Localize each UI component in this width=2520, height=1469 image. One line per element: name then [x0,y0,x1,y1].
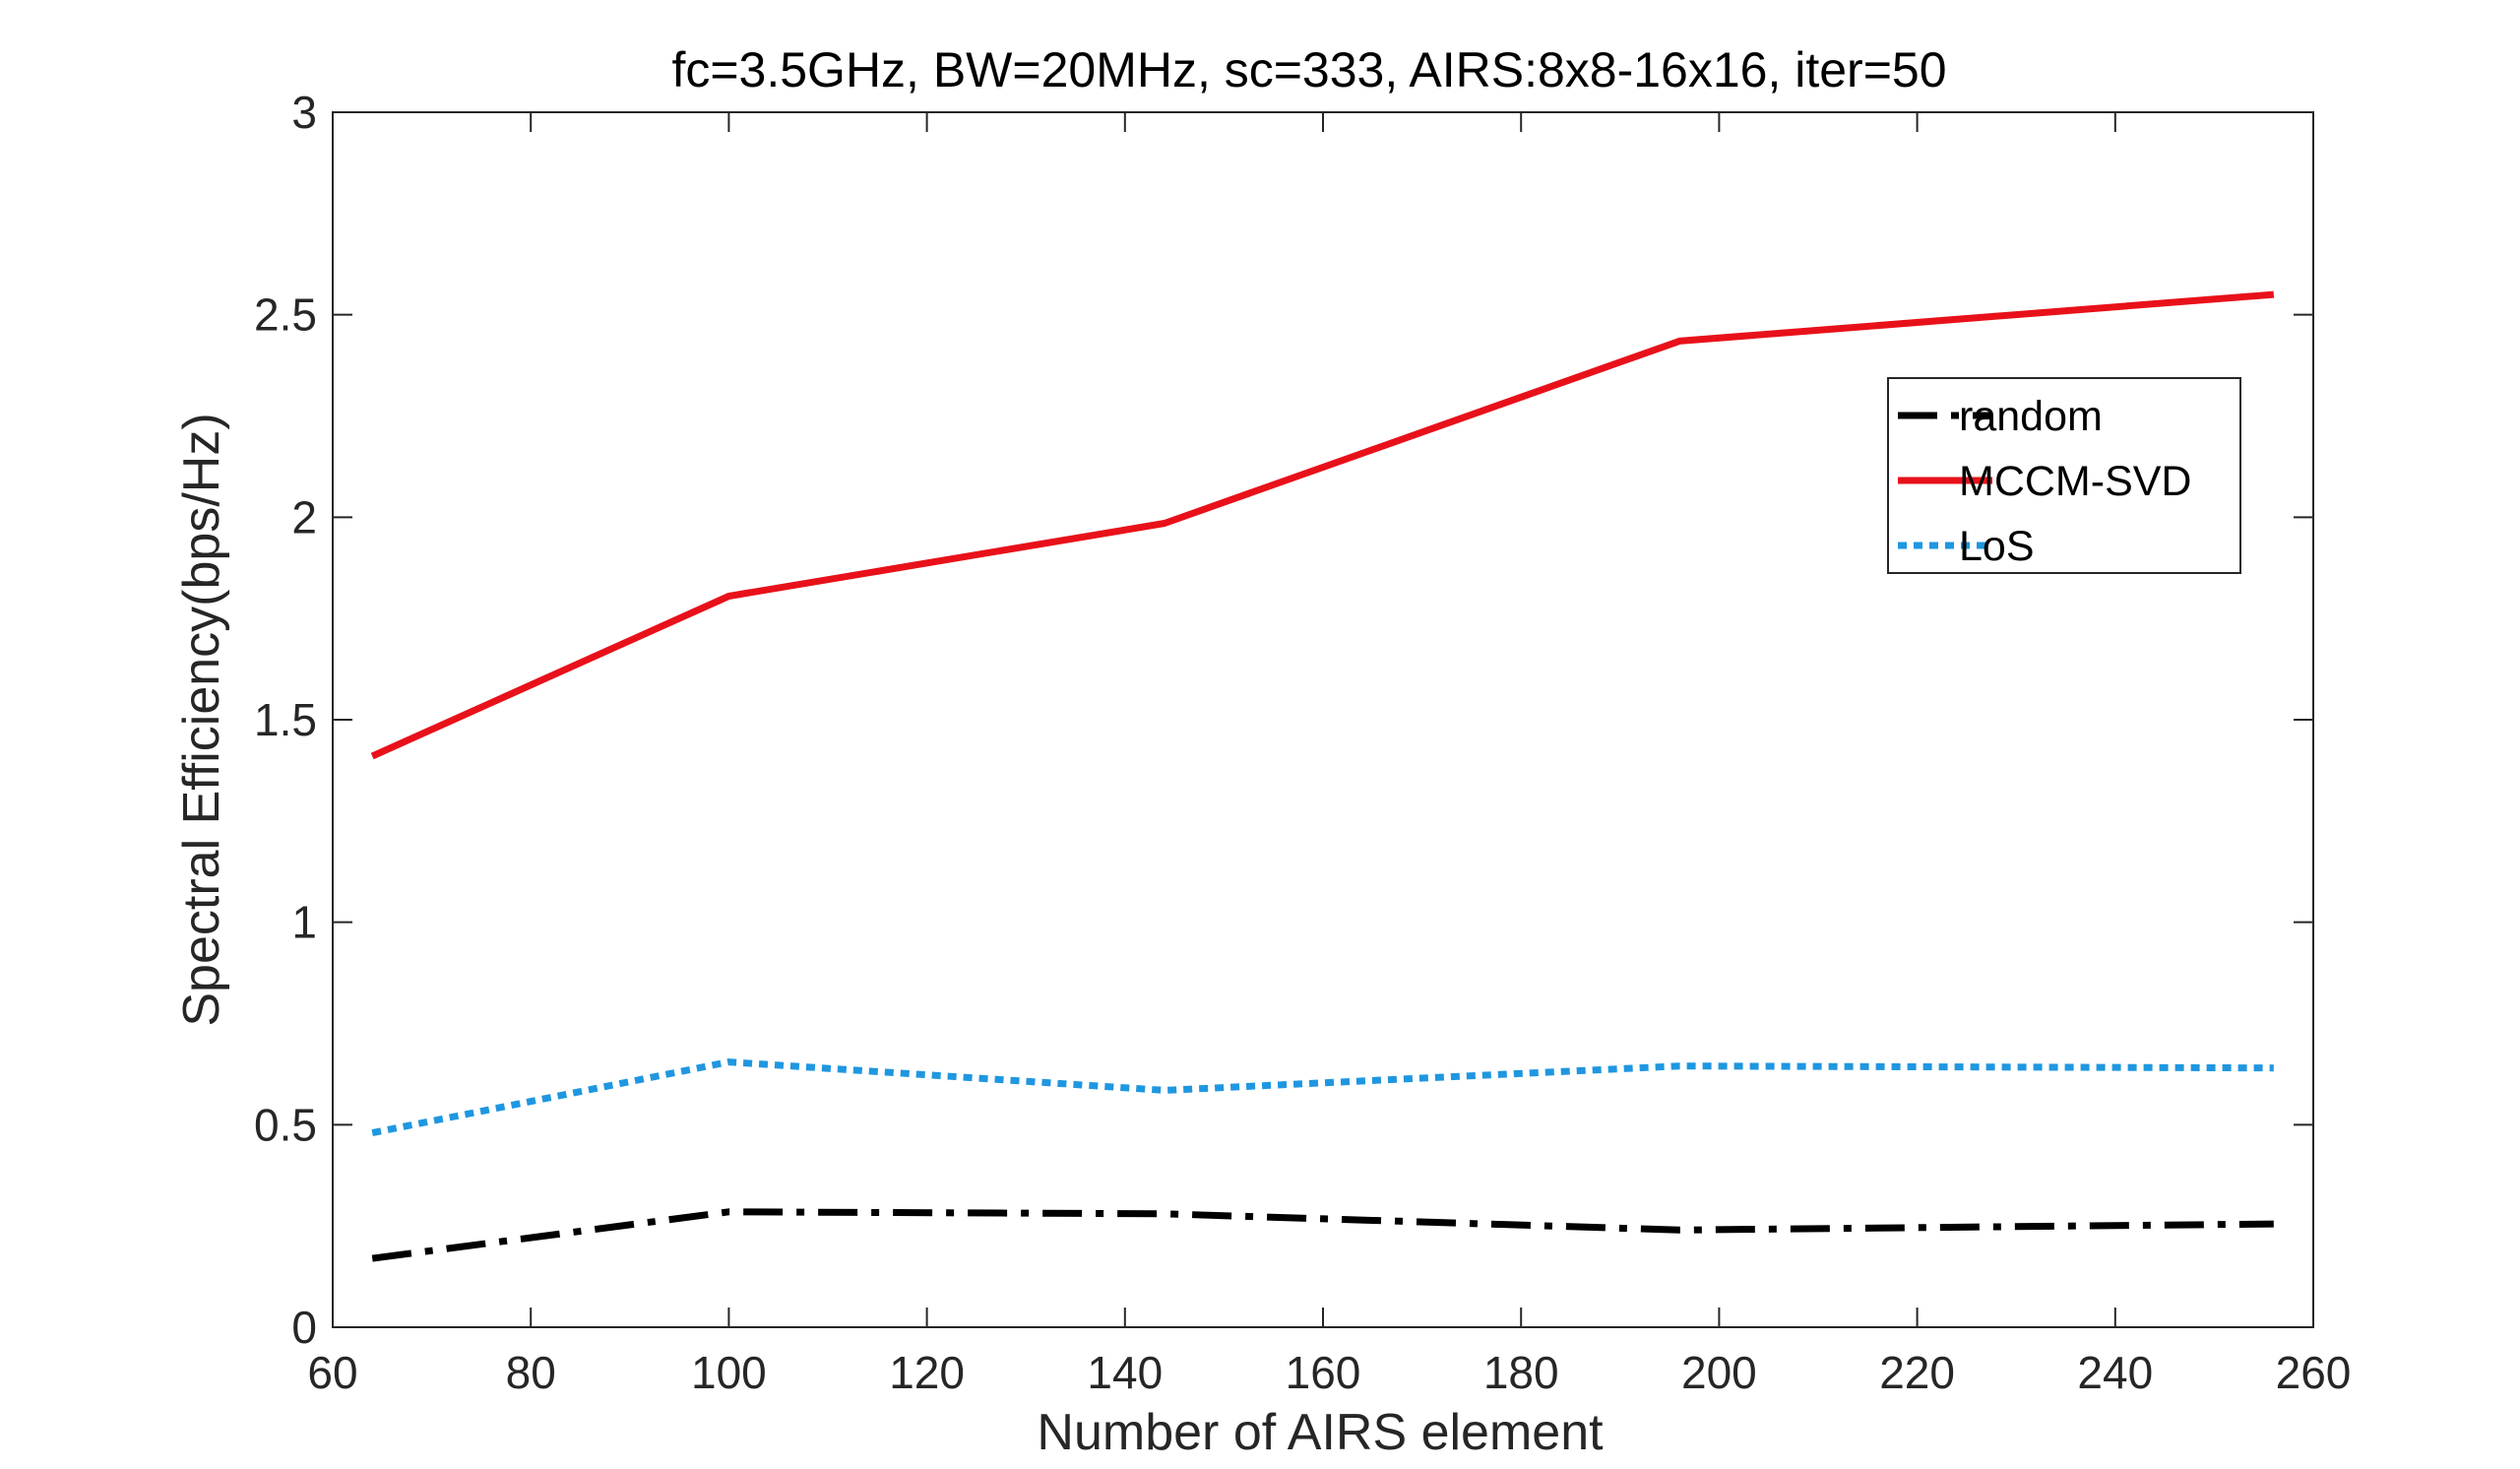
y-tick-label: 1.5 [254,694,317,745]
y-tick-label: 2 [291,491,317,543]
x-tick-label: 80 [506,1347,556,1398]
y-axis-title: Spectral Efficiency(bps/Hz) [173,413,230,1026]
plot-area [332,111,2314,1328]
legend: random MCCM-SVD LoS [1887,377,2241,574]
series-lines [370,290,2275,1262]
series-line-los [371,1058,2274,1137]
x-tick-label: 140 [1087,1347,1163,1398]
x-tick-label: 220 [1879,1347,1955,1398]
x-tick-label: 100 [691,1347,767,1398]
x-tick-label: 120 [889,1347,965,1398]
x-tick-label: 60 [307,1347,357,1398]
legend-box [1887,377,2241,574]
x-axis: 60 80 100 120 140 160 180 200 220 240 260 [307,112,2351,1398]
x-tick-label: 180 [1483,1347,1559,1398]
y-tick-label: 2.5 [254,289,317,341]
series-line-mccm-svd [370,290,2275,760]
x-tick-label: 260 [2276,1347,2352,1398]
x-tick-label: 240 [2077,1347,2153,1398]
y-tick-label: 3 [291,87,317,138]
y-axis: 0 0.5 1 1.5 2 2.5 3 [254,87,2313,1353]
x-tick-label: 200 [1681,1347,1757,1398]
y-tick-label: 1 [291,897,317,948]
legend-label: LoS [1959,523,2035,570]
series-line-random [371,1208,2274,1262]
legend-label: random [1959,393,2103,440]
legend-label: MCCM-SVD [1959,458,2191,505]
chart-title: fc=3.5GHz, BW=20MHz, sc=333, AIRS:8x8-16… [671,42,1946,97]
y-tick-label: 0.5 [254,1099,317,1150]
y-tick-label: 0 [291,1302,317,1353]
x-axis-title: Number of AIRS element [1037,1404,1604,1461]
x-tick-label: 160 [1286,1347,1361,1398]
